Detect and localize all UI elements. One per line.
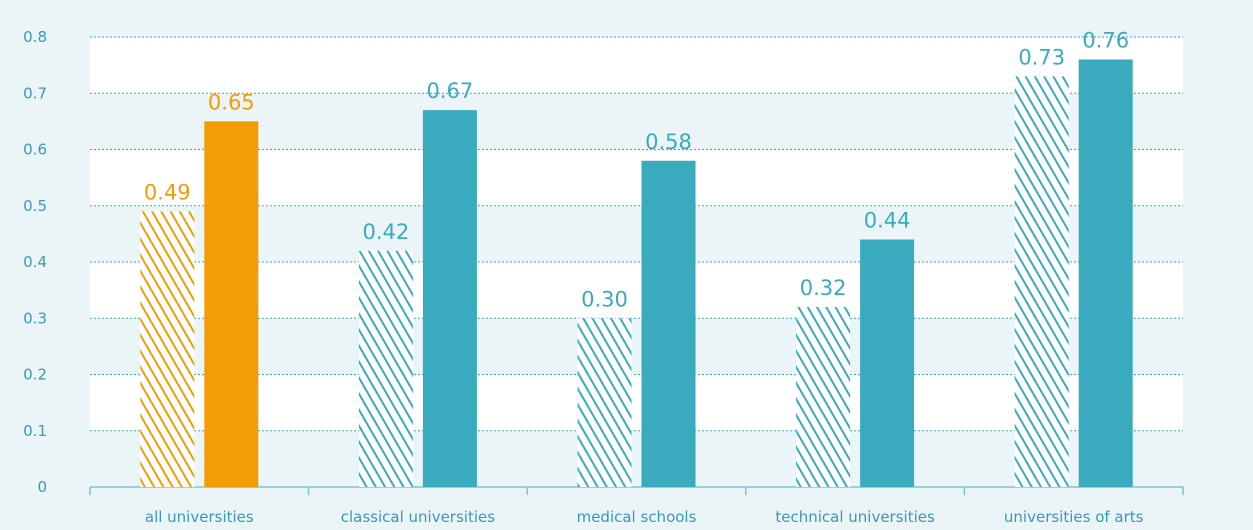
bar-value-label: 0.65 <box>208 90 255 114</box>
bar-value-label: 0.32 <box>800 276 847 300</box>
bar-solid <box>204 121 259 487</box>
bar-hatched <box>140 211 195 487</box>
bar-solid <box>422 110 477 487</box>
bar-value-label: 0.58 <box>645 130 692 154</box>
plot-band <box>90 149 1183 206</box>
y-tick-label: 0 <box>37 478 47 496</box>
plot-band <box>90 37 1183 94</box>
bar-value-label: 0.49 <box>144 180 191 204</box>
y-tick-label: 0.5 <box>23 197 47 215</box>
bar-hatched <box>796 307 851 487</box>
y-tick-label: 0.2 <box>23 366 47 384</box>
bar-value-label: 0.44 <box>864 209 911 233</box>
y-tick-label: 0.1 <box>23 422 47 440</box>
x-category-label: classical universities <box>341 508 495 526</box>
y-tick-label: 0.7 <box>23 84 47 102</box>
x-category-label: medical schools <box>577 508 697 526</box>
x-category-label: all universities <box>145 508 254 526</box>
y-tick-label: 0.8 <box>23 28 47 46</box>
x-category-label: technical universities <box>775 508 935 526</box>
bar-hatched <box>1014 76 1069 487</box>
bar-solid <box>860 239 915 487</box>
bar-value-label: 0.76 <box>1082 29 1129 53</box>
bar-value-label: 0.30 <box>581 287 628 311</box>
bar-hatched <box>577 318 632 487</box>
y-tick-label: 0.4 <box>23 253 47 271</box>
bar-value-label: 0.42 <box>363 220 410 244</box>
bar-value-label: 0.67 <box>427 79 474 103</box>
bar-solid <box>1078 59 1133 487</box>
x-category-label: universities of arts <box>1004 508 1144 526</box>
plot-band <box>90 262 1183 319</box>
y-tick-label: 0.6 <box>23 141 47 159</box>
y-tick-label: 0.3 <box>23 309 47 327</box>
bar-solid <box>641 160 696 487</box>
bar-hatched <box>358 250 413 487</box>
plot-band <box>90 374 1183 431</box>
bar-value-label: 0.73 <box>1018 45 1065 69</box>
